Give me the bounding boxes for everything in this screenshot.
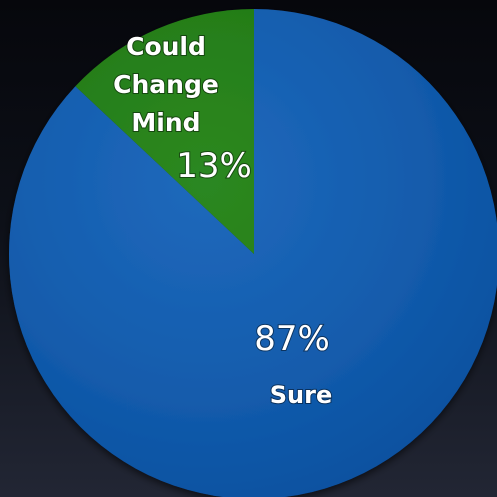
slice-category-label: Mind: [131, 108, 200, 137]
pie-slices: [9, 9, 497, 497]
slice-category-label: Could: [126, 32, 206, 61]
pie-gloss-overlay: [9, 9, 497, 497]
slice-category-label: Change: [113, 70, 219, 99]
slice-category-label: Sure: [270, 381, 332, 409]
slice-value-label: 13%: [176, 146, 252, 186]
pie-labels: 87% Sure 13% Could Change Mind: [112, 31, 333, 410]
slice-value-label: 87%: [254, 319, 330, 359]
